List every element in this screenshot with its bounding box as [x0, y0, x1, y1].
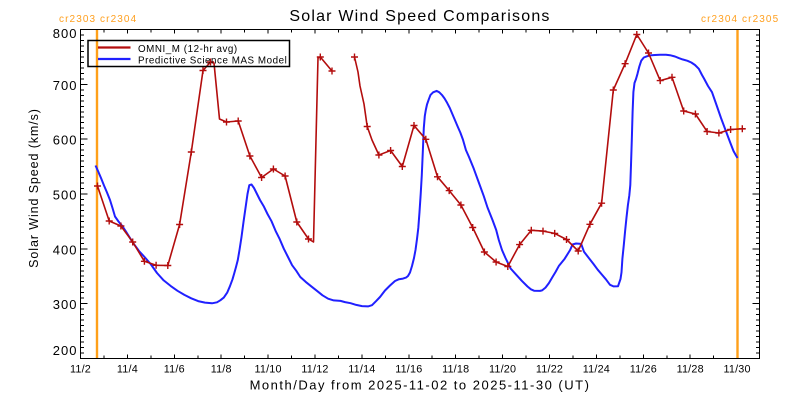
svg-text:800: 800 [53, 26, 78, 41]
svg-text:400: 400 [53, 242, 78, 257]
svg-text:11/20: 11/20 [489, 364, 516, 376]
svg-text:600: 600 [53, 133, 78, 148]
svg-text:11/2: 11/2 [70, 364, 91, 376]
svg-text:11/18: 11/18 [442, 364, 469, 376]
svg-text:11/8: 11/8 [211, 364, 232, 376]
svg-text:OMNI_M (12-hr avg): OMNI_M (12-hr avg) [138, 44, 238, 55]
svg-text:Solar Wind Speed Comparisons: Solar Wind Speed Comparisons [289, 8, 550, 25]
svg-text:Predictive Science MAS Model: Predictive Science MAS Model [138, 56, 287, 67]
svg-text:700: 700 [53, 78, 78, 93]
svg-text:11/26: 11/26 [630, 364, 657, 376]
svg-text:cr2304 cr2305: cr2304 cr2305 [701, 14, 779, 25]
svg-text:300: 300 [53, 297, 78, 312]
svg-text:11/14: 11/14 [348, 364, 375, 376]
svg-text:11/12: 11/12 [301, 364, 328, 376]
svg-text:11/4: 11/4 [117, 364, 138, 376]
svg-text:11/22: 11/22 [536, 364, 563, 376]
svg-text:500: 500 [53, 188, 78, 203]
svg-text:11/16: 11/16 [395, 364, 422, 376]
svg-text:11/6: 11/6 [164, 364, 185, 376]
svg-text:11/30: 11/30 [723, 364, 750, 376]
svg-text:cr2303 cr2304: cr2303 cr2304 [59, 14, 137, 25]
svg-text:Month/Day from 2025-11-02 to 2: Month/Day from 2025-11-02 to 2025-11-30 … [250, 378, 591, 393]
svg-text:11/28: 11/28 [677, 364, 704, 376]
svg-text:Solar Wind Speed (km/s): Solar Wind Speed (km/s) [27, 108, 41, 268]
svg-text:11/10: 11/10 [254, 364, 281, 376]
svg-text:11/24: 11/24 [583, 364, 610, 376]
svg-text:200: 200 [53, 343, 78, 358]
